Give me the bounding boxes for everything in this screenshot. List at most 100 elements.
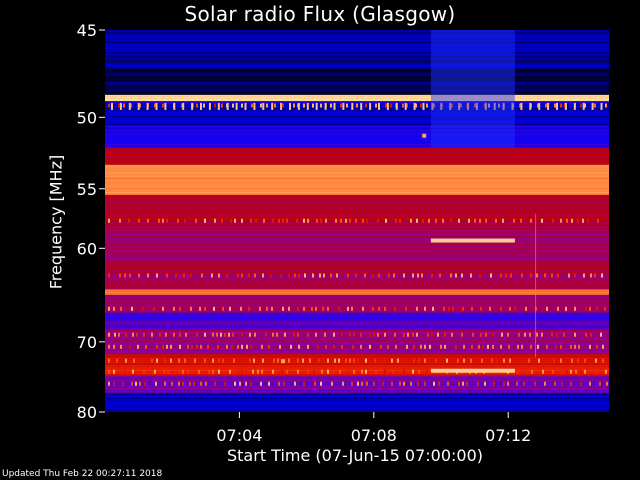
y-tick-label: 50 bbox=[77, 108, 97, 127]
texture-stripe bbox=[105, 86, 609, 87]
speckle bbox=[240, 306, 242, 311]
y-tick-label: 60 bbox=[77, 239, 97, 258]
speckle bbox=[320, 103, 322, 108]
interference-dot bbox=[369, 102, 372, 110]
texture-stripe bbox=[105, 262, 609, 263]
speckle bbox=[418, 358, 420, 363]
speckle bbox=[204, 332, 206, 337]
speckle bbox=[488, 103, 490, 108]
speckle bbox=[509, 358, 511, 363]
speckle bbox=[479, 218, 481, 223]
texture-stripe bbox=[105, 80, 609, 81]
texture-stripe bbox=[105, 114, 609, 115]
texture-stripe bbox=[105, 50, 609, 51]
interference-dot bbox=[208, 102, 211, 110]
speckle bbox=[166, 218, 168, 223]
speckle bbox=[254, 332, 256, 337]
speckle bbox=[261, 344, 263, 349]
interference-dot bbox=[502, 102, 505, 110]
speckle bbox=[345, 218, 347, 223]
texture-stripe bbox=[105, 386, 609, 387]
speckle bbox=[448, 306, 450, 311]
speckle bbox=[307, 369, 309, 374]
speckle bbox=[307, 344, 309, 349]
texture-stripe bbox=[105, 144, 609, 145]
speckle bbox=[313, 369, 315, 374]
speckle bbox=[491, 358, 493, 363]
speckle bbox=[403, 273, 405, 278]
speckle bbox=[428, 218, 430, 223]
speckle bbox=[355, 273, 357, 278]
texture-stripe bbox=[105, 242, 609, 243]
speckle bbox=[551, 332, 553, 337]
speckle bbox=[537, 103, 539, 108]
texture-stripe bbox=[105, 34, 609, 35]
speckle bbox=[311, 306, 313, 311]
texture-stripe bbox=[105, 216, 609, 217]
speckle bbox=[333, 344, 335, 349]
speckle bbox=[438, 381, 440, 386]
speckle bbox=[339, 369, 341, 374]
interference-dot bbox=[591, 102, 594, 110]
speckle bbox=[519, 103, 521, 108]
texture-stripe bbox=[105, 338, 609, 339]
speckle bbox=[257, 369, 259, 374]
texture-stripe bbox=[105, 378, 609, 379]
speckle bbox=[427, 332, 429, 337]
speckle bbox=[496, 358, 498, 363]
texture-stripe bbox=[105, 212, 609, 213]
speckle bbox=[178, 381, 180, 386]
speckle bbox=[526, 369, 528, 374]
speckle bbox=[262, 358, 264, 363]
band-2 bbox=[105, 94, 609, 102]
speckle bbox=[268, 344, 270, 349]
speckle bbox=[212, 369, 214, 374]
interference-dot bbox=[564, 102, 567, 110]
speckle bbox=[331, 381, 333, 386]
speckle bbox=[594, 103, 596, 108]
speckle bbox=[410, 218, 412, 223]
speckle bbox=[365, 358, 367, 363]
speckle bbox=[462, 306, 464, 311]
speckle bbox=[574, 273, 576, 278]
texture-stripe bbox=[105, 168, 609, 169]
speckle bbox=[383, 358, 385, 363]
texture-stripe bbox=[105, 60, 609, 61]
texture-stripe bbox=[105, 136, 609, 137]
texture-stripe bbox=[105, 318, 609, 319]
speckle bbox=[489, 306, 491, 311]
speckle bbox=[196, 344, 198, 349]
texture-stripe bbox=[105, 160, 609, 161]
speckle bbox=[221, 103, 223, 108]
speckle bbox=[542, 369, 544, 374]
speckle bbox=[577, 358, 579, 363]
spectrogram-plot-area bbox=[105, 30, 609, 412]
speckle bbox=[431, 332, 433, 337]
speckle bbox=[373, 381, 375, 386]
speckle bbox=[440, 344, 442, 349]
texture-stripe bbox=[105, 64, 609, 65]
speckle bbox=[122, 381, 124, 386]
speckle bbox=[420, 103, 422, 108]
speckle bbox=[560, 358, 562, 363]
texture-stripe bbox=[105, 32, 609, 33]
speckle bbox=[570, 369, 572, 374]
speckle bbox=[534, 381, 536, 386]
speckle bbox=[422, 218, 424, 223]
interference-dot bbox=[484, 102, 487, 110]
texture-stripe bbox=[105, 304, 609, 305]
speckle bbox=[601, 273, 603, 278]
speckle bbox=[594, 369, 596, 374]
speckle bbox=[316, 218, 318, 223]
speckle bbox=[487, 344, 489, 349]
interference-dot bbox=[200, 102, 202, 110]
texture-stripe bbox=[105, 270, 609, 271]
speckle bbox=[606, 381, 608, 386]
texture-stripe bbox=[105, 372, 609, 373]
texture-stripe bbox=[105, 70, 609, 71]
speckle bbox=[574, 306, 576, 311]
speckle bbox=[463, 358, 465, 363]
texture-stripe bbox=[105, 76, 609, 77]
speckle bbox=[524, 332, 526, 337]
